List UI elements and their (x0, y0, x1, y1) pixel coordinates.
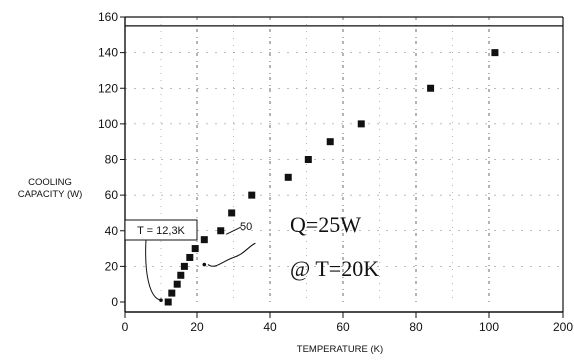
x-tick-label: 200 (553, 320, 573, 334)
grid-layer (125, 17, 563, 302)
data-point (248, 191, 256, 199)
t-label-box (124, 219, 198, 241)
y-tick-label: 120 (98, 81, 118, 95)
data-point (180, 262, 188, 270)
x-tick-label: 20 (190, 320, 204, 334)
data-point (200, 236, 208, 244)
x-tick-label: 80 (409, 320, 423, 334)
data-point (357, 120, 365, 128)
curve-marker (202, 262, 207, 267)
y-axis-title-line-2: CAPACITY (W) (18, 189, 83, 200)
x-tick-label: 60 (336, 320, 350, 334)
fifty-leader (225, 226, 242, 235)
annotation-curve-left (145, 230, 162, 301)
x-tick-label: 100 (479, 320, 499, 334)
minimum-marker (159, 298, 163, 303)
curve-layer (145, 226, 256, 303)
q-label: Q=25W (290, 212, 361, 237)
x-axis-title: TEMPERATURE (K) (297, 344, 383, 355)
y-tick-label: 80 (105, 153, 119, 167)
data-point (164, 298, 172, 306)
data-point (186, 253, 194, 261)
data-point (491, 49, 499, 57)
data-point (228, 209, 236, 217)
x-tick-label: 0 (122, 320, 129, 334)
y-tick-label: 0 (111, 295, 118, 309)
data-point (168, 289, 176, 297)
y-tick-label: 160 (98, 10, 118, 24)
y-tick-label: 140 (98, 46, 118, 60)
y-tick-label: 20 (105, 259, 119, 273)
t-label: T = 12,3K (137, 225, 185, 237)
data-point (304, 156, 312, 163)
annotation-curve-right (207, 242, 256, 267)
data-point (177, 271, 185, 279)
y-tick-label: 60 (105, 188, 119, 202)
at-label: @ T=20K (290, 256, 379, 281)
point-layer (164, 49, 499, 306)
x-tick-label: 40 (263, 320, 277, 334)
data-point (326, 138, 334, 146)
y-tick-label: 100 (98, 117, 118, 131)
frame-layer (124, 16, 564, 313)
fifty-label: 50 (240, 221, 252, 233)
data-point (173, 280, 181, 288)
data-point (284, 173, 292, 181)
y-axis-title-line-1: COOLING (28, 177, 72, 188)
tick-layer: 0 20 40 60 80 100 120 140 160 0 20 40 60 80 100 200 (98, 10, 573, 334)
data-point (191, 245, 199, 253)
data-point (217, 227, 225, 235)
y-tick-label: 40 (105, 224, 119, 238)
data-point (427, 84, 435, 92)
